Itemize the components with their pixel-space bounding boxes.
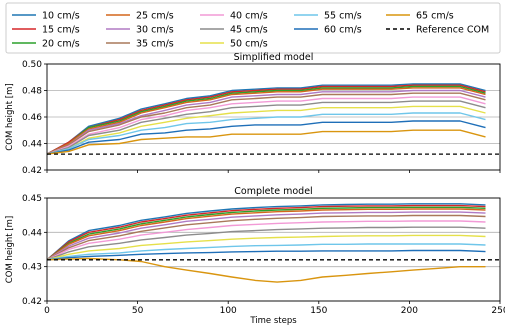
series-line-45-cm-s xyxy=(47,100,486,155)
panel-complete-model: 0.42 0.43 0.44 0.45 0 50 100 150 200 250 Complete … xyxy=(5,186,505,326)
series-line-25-cm-s xyxy=(47,208,486,261)
series-line-50-cm-s xyxy=(47,105,486,155)
y-tick-label: 0.43 xyxy=(22,263,42,273)
legend-label: 20 cm/s xyxy=(42,39,80,50)
series-line-65-cm-s xyxy=(47,129,486,155)
y-tick-label: 0.45 xyxy=(22,194,42,204)
series-group xyxy=(47,83,500,155)
x-tick-label: 150 xyxy=(310,306,327,316)
series-line-50-cm-s xyxy=(47,234,486,261)
series-line-20-cm-s xyxy=(47,85,486,155)
x-axis-label: Time steps xyxy=(249,316,297,326)
series-line-55-cm-s xyxy=(47,112,486,155)
legend-label: 55 cm/s xyxy=(324,11,362,22)
series-line-45-cm-s xyxy=(47,226,486,261)
series-line-65-cm-s xyxy=(47,257,486,283)
series-line-10-cm-s xyxy=(47,203,486,261)
legend: 10 cm/s 15 cm/s 20 cm/s 25 cm/s 30 cm/s 35 cm… xyxy=(5,2,501,54)
y-tick-label: 0.42 xyxy=(22,166,42,176)
series-line-25-cm-s xyxy=(47,87,486,155)
legend-label: 50 cm/s xyxy=(230,39,268,50)
series-line-35-cm-s xyxy=(47,92,486,155)
series-line-55-cm-s xyxy=(47,243,486,261)
x-tick-label: 100 xyxy=(220,306,237,316)
series-line-60-cm-s xyxy=(47,120,486,155)
legend-label: 35 cm/s xyxy=(136,39,174,50)
panel-simplified-model: 0.42 0.44 0.46 0.48 0.50 Simplified model COM … xyxy=(5,52,501,176)
series-line-40-cm-s xyxy=(47,96,486,155)
series-line-20-cm-s xyxy=(47,206,486,261)
legend-label: 25 cm/s xyxy=(136,11,174,22)
y-axis-label-simplified: COM height [m] xyxy=(5,83,15,150)
y-tick-label: 0.44 xyxy=(22,228,42,238)
series-group xyxy=(47,203,500,283)
series-line-10-cm-s xyxy=(47,83,486,155)
legend-label: 10 cm/s xyxy=(42,11,80,22)
y-axis-label-complete: COM height [m] xyxy=(5,216,15,283)
y-tick-label: 0.48 xyxy=(22,87,42,97)
series-line-60-cm-s xyxy=(47,249,486,261)
axes-frame xyxy=(46,197,501,302)
legend-label: 65 cm/s xyxy=(416,11,454,22)
y-tick-label: 0.50 xyxy=(22,60,42,70)
x-tick-label: 50 xyxy=(132,306,144,316)
panel-title-complete: Complete model xyxy=(234,186,312,197)
series-line-35-cm-s xyxy=(47,214,486,261)
series-line-15-cm-s xyxy=(47,204,486,261)
y-tick-label: 0.46 xyxy=(22,113,42,123)
legend-label: 30 cm/s xyxy=(136,25,174,36)
x-tick-label: 0 xyxy=(44,306,50,316)
series-line-15-cm-s xyxy=(47,84,486,155)
legend-label: 15 cm/s xyxy=(42,25,80,36)
panel-title-simplified: Simplified model xyxy=(234,52,314,63)
y-tick-label: 0.42 xyxy=(22,297,42,307)
series-line-40-cm-s xyxy=(47,220,486,261)
legend-label: Reference COM xyxy=(416,25,489,36)
x-tick-label: 200 xyxy=(401,306,418,316)
y-tick-label: 0.44 xyxy=(22,140,42,150)
x-tick-label: 250 xyxy=(491,306,505,316)
legend-label: 45 cm/s xyxy=(230,25,268,36)
series-line-30-cm-s xyxy=(47,89,486,155)
legend-label: 40 cm/s xyxy=(230,11,268,22)
legend-label: 60 cm/s xyxy=(324,25,362,36)
series-line-30-cm-s xyxy=(47,211,486,261)
